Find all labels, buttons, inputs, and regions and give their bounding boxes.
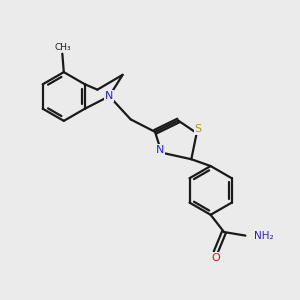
Text: O: O bbox=[211, 253, 220, 262]
Text: S: S bbox=[195, 124, 202, 134]
Text: NH₂: NH₂ bbox=[254, 231, 273, 241]
Text: N: N bbox=[105, 91, 113, 101]
Text: N: N bbox=[156, 145, 164, 155]
Text: CH₃: CH₃ bbox=[54, 43, 70, 52]
